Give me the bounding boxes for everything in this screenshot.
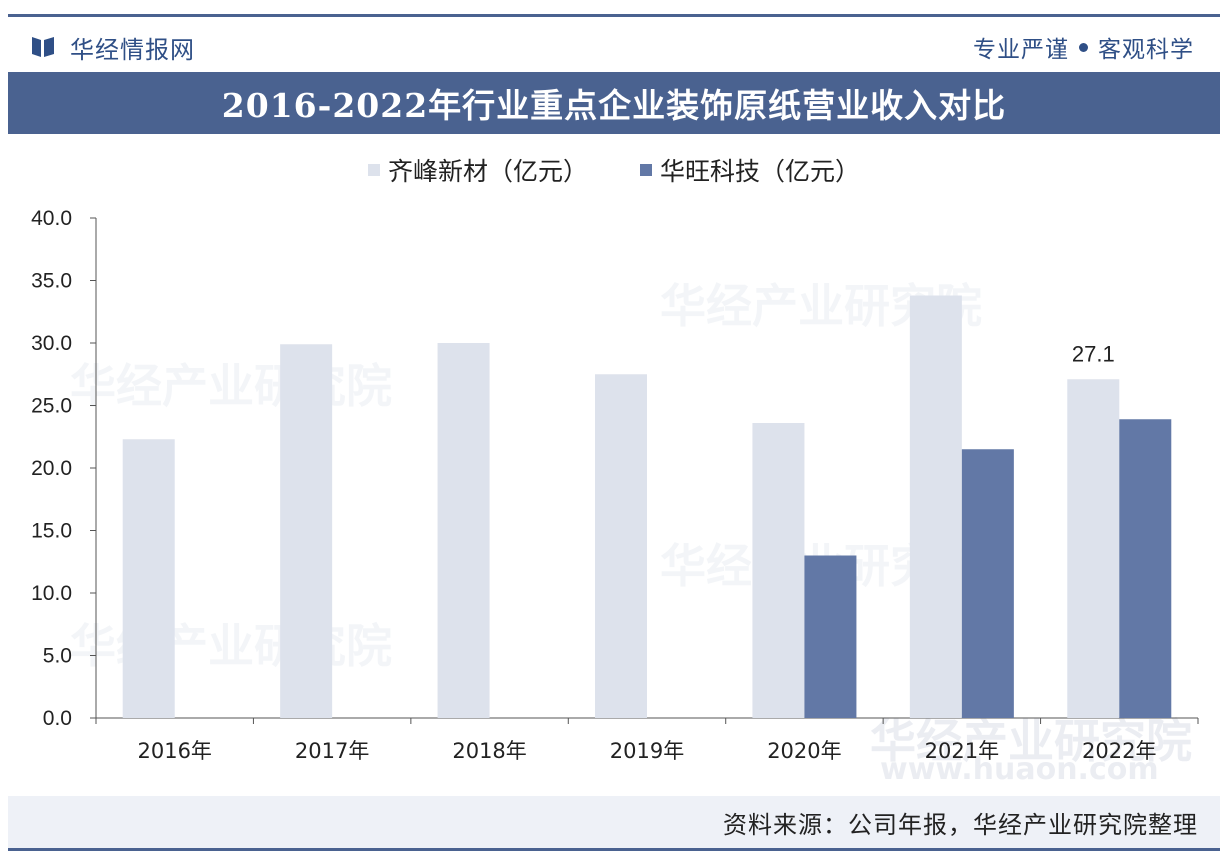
y-tick-label: 20.0 (31, 457, 72, 480)
legend: 齐峰新材（亿元） 华旺科技（亿元） (0, 152, 1228, 188)
footer: 资料来源：公司年报，华经产业研究院整理 (8, 796, 1220, 851)
legend-item-series-2: 华旺科技（亿元） (640, 152, 860, 188)
y-tick-label: 0.0 (43, 707, 72, 730)
y-tick-label: 40.0 (31, 207, 72, 230)
bar-series-1 (122, 439, 175, 718)
slogan-left: 专业严谨 (973, 37, 1069, 63)
bullet-dot-icon (1079, 42, 1088, 52)
bar-series-2 (804, 555, 857, 718)
bar-series-1 (437, 343, 490, 718)
brand-name: 华经情报网 (70, 35, 195, 64)
bar-series-1 (752, 423, 805, 718)
y-tick-label: 30.0 (31, 332, 72, 355)
x-tick-label: 2022年 (1082, 739, 1156, 763)
brand-logo-icon (32, 37, 54, 57)
slogan: 专业严谨 客观科学 (973, 32, 1194, 63)
chart-title: 2016-2022年行业重点企业装饰原纸营业收入对比 (221, 86, 1007, 125)
legend-label-series-2: 华旺科技（亿元） (660, 157, 861, 186)
x-tick-label: 2019年 (610, 739, 684, 763)
y-tick-label: 5.0 (43, 645, 72, 668)
y-tick-label: 25.0 (31, 395, 72, 418)
data-label: 27.1 (1072, 341, 1115, 366)
title-bar: 2016-2022年行业重点企业装饰原纸营业收入对比 (8, 72, 1220, 134)
x-tick-label: 2020年 (767, 739, 841, 763)
y-tick-label: 35.0 (31, 270, 72, 293)
y-tick-label: 15.0 (31, 520, 72, 543)
header-band (8, 14, 1220, 79)
x-tick-label: 2018年 (452, 739, 526, 763)
bar-series-2 (1119, 419, 1172, 718)
bar-series-2 (961, 449, 1014, 718)
brand: 华经情报网 (30, 32, 195, 64)
legend-item-series-1: 齐峰新材（亿元） (367, 152, 588, 188)
legend-swatch-series-2 (640, 164, 652, 176)
bar-series-1 (595, 374, 647, 718)
legend-swatch-series-1 (367, 164, 380, 176)
bar-series-1 (1067, 379, 1120, 718)
slogan-right: 客观科学 (1098, 37, 1194, 63)
x-tick-label: 2016年 (137, 739, 211, 763)
x-tick-label: 2017年 (295, 739, 369, 763)
bar-series-1 (909, 295, 962, 718)
legend-label-series-1: 齐峰新材（亿元） (387, 157, 588, 186)
y-tick-label: 10.0 (31, 582, 72, 605)
bar-series-1 (280, 344, 333, 718)
source-note: 资料来源：公司年报，华经产业研究院整理 (723, 810, 1198, 839)
x-tick-label: 2021年 (925, 739, 999, 763)
